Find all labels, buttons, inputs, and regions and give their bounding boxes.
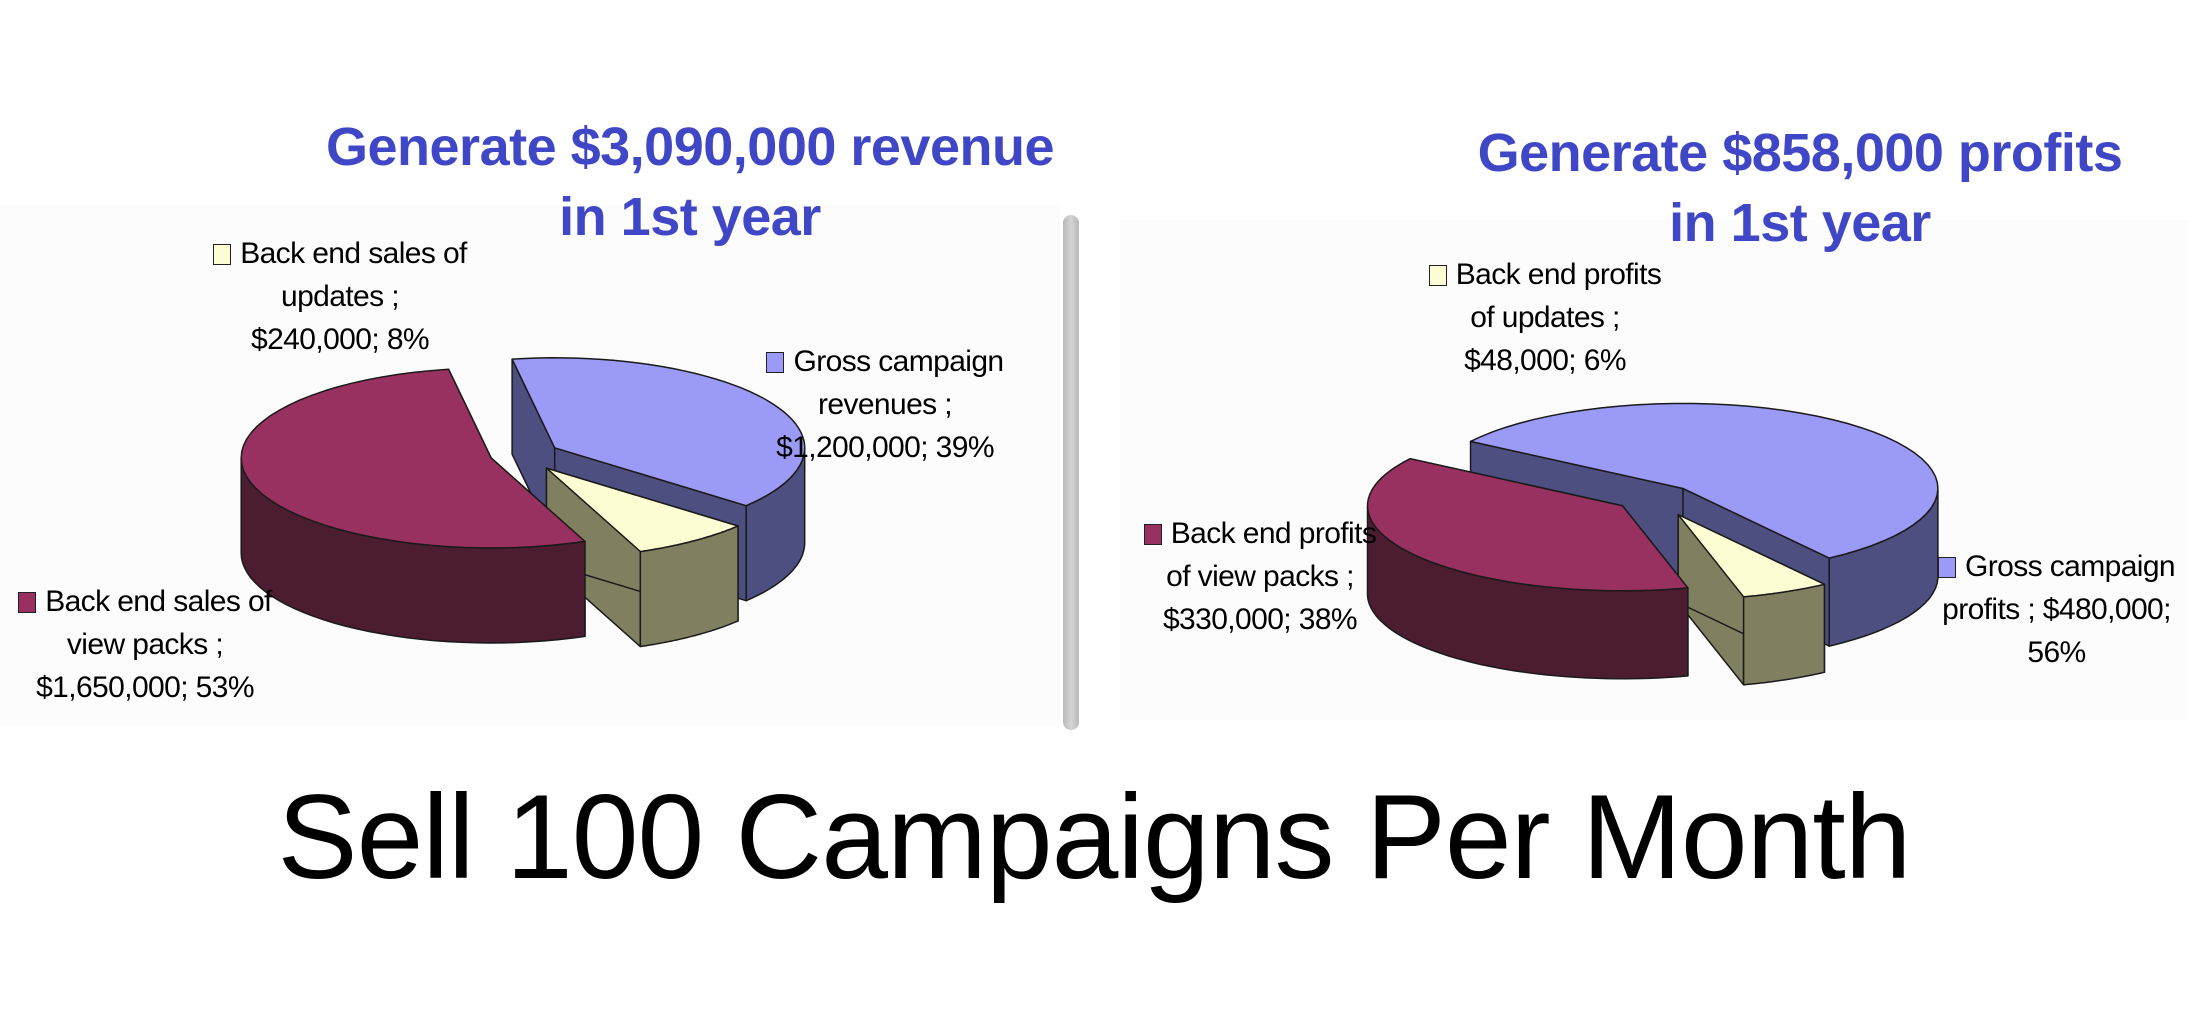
label-back-end-profits-view-packs: Back end profits of view packs ; $330,00… (1130, 512, 1390, 641)
label-line-3: 56% (2027, 636, 2086, 669)
label-line-3: $1,200,000; 39% (776, 431, 994, 464)
label-line-2: of view packs ; (1166, 560, 1354, 593)
left-chart-title: Generate $3,090,000 revenue in 1st year (290, 112, 1090, 252)
right-title-line-2: in 1st year (1669, 193, 1931, 253)
swatch-gross (1937, 557, 1956, 578)
label-gross-campaign-profits: Gross campaign profits ; $480,000; 56% (1925, 545, 2188, 674)
label-line-1: Back end profits (1170, 517, 1377, 550)
label-line-2: updates ; (280, 280, 400, 313)
label-line-2: revenues ; (817, 388, 953, 421)
label-line-1: Back end sales of (240, 237, 467, 270)
right-chart-title: Generate $858,000 profits in 1st year (1400, 118, 2188, 258)
swatch-gross (766, 352, 785, 373)
label-line-1: Gross campaign (793, 345, 1004, 378)
swatch-updates (213, 244, 232, 265)
right-slice-view-packs-top (1366, 457, 1689, 592)
left-title-line-1: Generate $3,090,000 revenue (326, 117, 1055, 177)
right-pie-chart (1366, 402, 1939, 686)
label-line-3: $48,000; 6% (1464, 344, 1626, 377)
label-line-2: view packs ; (66, 628, 224, 661)
swatch-view-packs (1143, 524, 1162, 545)
label-line-3: $240,000; 8% (251, 323, 430, 356)
swatch-updates (1428, 265, 1447, 286)
right-slice-updates-top (1677, 513, 1826, 598)
label-line-1: Gross campaign (1964, 550, 2176, 583)
right-slice-updates-side (1742, 583, 1826, 686)
swatch-view-packs (18, 592, 37, 613)
chart-divider (1063, 215, 1079, 730)
left-slice-gross-campaign-top (511, 357, 806, 507)
right-title-line-1: Generate $858,000 profits (1477, 123, 2123, 183)
label-line-1: Back end profits (1455, 258, 1662, 291)
left-slice-updates-top (545, 467, 739, 553)
label-back-end-sales-view-packs: Back end sales of view packs ; $1,650,00… (0, 580, 290, 709)
label-line-2: of updates ; (1470, 301, 1620, 334)
left-slice-view-packs-top (240, 368, 586, 549)
label-back-end-sales-updates: Back end sales of updates ; $240,000; 8% (190, 232, 490, 361)
footer-headline: Sell 100 Campaigns Per Month (277, 770, 1912, 904)
label-line-2: profits ; $480,000; (1942, 593, 2171, 626)
label-gross-campaign-revenues: Gross campaign revenues ; $1,200,000; 39… (745, 340, 1025, 469)
label-line-3: $330,000; 38% (1162, 603, 1358, 636)
label-line-3: $1,650,000; 53% (36, 671, 254, 704)
left-title-line-2: in 1st year (559, 187, 821, 247)
right-slice-gross-campaign-top (1469, 402, 1939, 559)
label-line-1: Back end sales of (45, 585, 272, 618)
left-pie-chart (240, 357, 806, 648)
label-back-end-profits-updates: Back end profits of updates ; $48,000; 6… (1395, 253, 1695, 382)
